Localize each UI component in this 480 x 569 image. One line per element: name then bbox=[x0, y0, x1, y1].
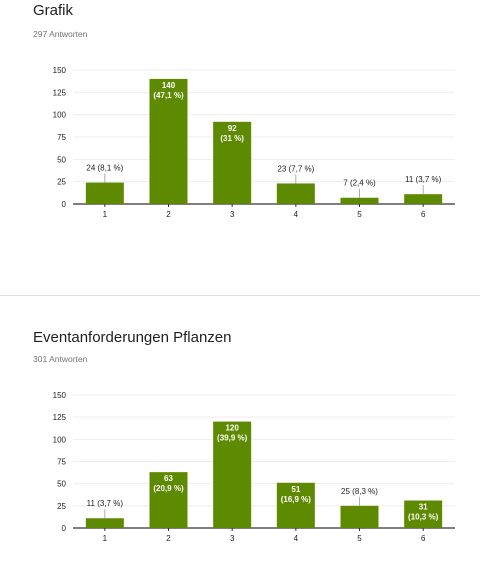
y-tick-label: 75 bbox=[57, 458, 66, 467]
question-title: Grafik bbox=[33, 2, 74, 19]
y-tick-label: 125 bbox=[53, 413, 67, 422]
question-card-grafik: Grafik 297 Antworten 0 25 50 75 100 125 150 1 24… bbox=[33, 2, 455, 219]
data-label: 11 (3,7 %) bbox=[405, 175, 442, 184]
data-label: (10,3 %) bbox=[408, 513, 439, 522]
y-tick-label: 0 bbox=[62, 524, 67, 533]
y-tick-label: 150 bbox=[53, 66, 67, 75]
bar bbox=[340, 197, 379, 204]
data-label: 92 bbox=[228, 124, 237, 133]
x-tick-label: 3 bbox=[230, 534, 235, 543]
data-label: (16,9 %) bbox=[281, 495, 312, 504]
bar bbox=[276, 183, 315, 204]
bar bbox=[340, 505, 379, 528]
y-tick-label: 150 bbox=[53, 391, 67, 400]
data-label: 51 bbox=[291, 485, 300, 494]
question-title: Eventanforderungen Pflanzen bbox=[33, 329, 232, 346]
y-tick-label: 50 bbox=[57, 155, 66, 164]
bar bbox=[85, 518, 124, 528]
bar bbox=[276, 482, 315, 528]
bar bbox=[213, 421, 252, 528]
data-label: (47,1 %) bbox=[153, 91, 184, 100]
x-tick-label: 5 bbox=[357, 210, 362, 219]
response-count: 301 Antworten bbox=[33, 354, 88, 364]
data-label: 11 (3,7 %) bbox=[87, 499, 124, 508]
x-tick-label: 1 bbox=[103, 534, 108, 543]
x-tick-label: 4 bbox=[294, 534, 299, 543]
x-tick-label: 2 bbox=[166, 534, 171, 543]
x-tick-label: 1 bbox=[103, 210, 108, 219]
data-label: 140 bbox=[162, 81, 176, 90]
data-label: 25 (8,3 %) bbox=[341, 487, 378, 496]
data-label: 7 (2,4 %) bbox=[343, 179, 376, 188]
data-label: 31 bbox=[419, 503, 428, 512]
y-tick-label: 50 bbox=[57, 480, 66, 489]
x-tick-label: 6 bbox=[421, 210, 426, 219]
data-label: 120 bbox=[225, 424, 239, 433]
y-tick-label: 25 bbox=[57, 178, 66, 187]
x-tick-label: 6 bbox=[421, 534, 426, 543]
bar bbox=[213, 121, 252, 204]
y-tick-label: 100 bbox=[53, 435, 67, 444]
data-label: (20,9 %) bbox=[153, 484, 184, 493]
data-label: 63 bbox=[164, 474, 173, 483]
x-tick-label: 4 bbox=[294, 210, 299, 219]
data-label: (31 %) bbox=[220, 134, 244, 143]
question-card-eventanforderungen: Eventanforderungen Pflanzen 301 Antworte… bbox=[0, 318, 480, 569]
y-tick-label: 0 bbox=[62, 200, 67, 209]
bar bbox=[85, 182, 124, 204]
bar bbox=[404, 194, 443, 204]
y-tick-label: 25 bbox=[57, 502, 66, 511]
bar bbox=[149, 472, 188, 528]
y-tick-label: 125 bbox=[53, 88, 67, 97]
card-divider bbox=[0, 295, 480, 296]
data-label: (39,9 %) bbox=[217, 434, 248, 443]
bar bbox=[149, 78, 188, 204]
data-label: 24 (8,1 %) bbox=[86, 164, 123, 173]
y-tick-label: 100 bbox=[53, 111, 67, 120]
x-tick-label: 2 bbox=[166, 210, 171, 219]
bar-chart-grafik: 0 25 50 75 100 125 150 1 24 (8,1 %) 2 140(47,1 %) 3… bbox=[53, 66, 455, 219]
x-tick-label: 3 bbox=[230, 210, 235, 219]
response-count: 297 Antworten bbox=[33, 29, 88, 39]
x-tick-label: 5 bbox=[357, 534, 362, 543]
bar bbox=[404, 500, 443, 528]
y-tick-label: 75 bbox=[57, 133, 66, 142]
data-label: 23 (7,7 %) bbox=[277, 164, 314, 173]
